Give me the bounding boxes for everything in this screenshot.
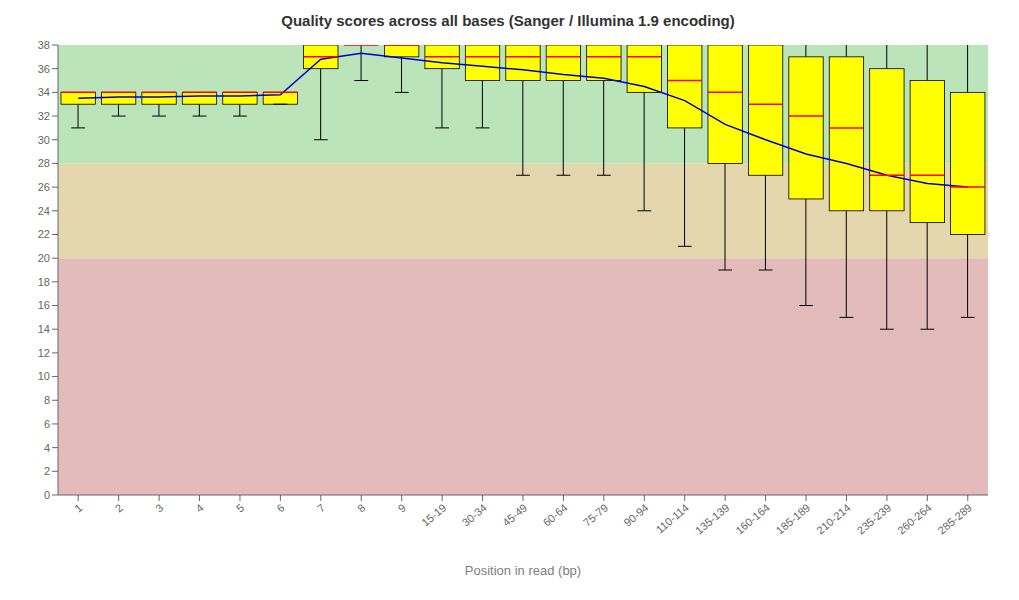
svg-text:160-164: 160-164 xyxy=(733,501,772,536)
svg-text:18: 18 xyxy=(38,276,50,288)
svg-text:28: 28 xyxy=(38,157,50,169)
svg-text:285-289: 285-289 xyxy=(935,501,974,536)
svg-text:12: 12 xyxy=(38,347,50,359)
svg-text:4: 4 xyxy=(193,501,205,514)
svg-text:75-79: 75-79 xyxy=(581,501,610,528)
svg-text:60-64: 60-64 xyxy=(540,501,569,528)
html-text:Quality scores across all base: Quality scores across all bases (Sanger … xyxy=(281,12,735,29)
svg-text:10: 10 xyxy=(38,370,50,382)
svg-text:235-239: 235-239 xyxy=(855,501,894,536)
svg-text:36: 36 xyxy=(38,63,50,75)
svg-text:210-214: 210-214 xyxy=(814,501,853,536)
svg-text:135-139: 135-139 xyxy=(693,501,732,536)
svg-text:20: 20 xyxy=(38,252,50,264)
svg-text:110-114: 110-114 xyxy=(654,501,691,535)
svg-text:Position in read (bp): Position in read (bp) xyxy=(465,563,581,578)
svg-text:34: 34 xyxy=(38,86,50,98)
svg-text:1: 1 xyxy=(72,501,84,514)
svg-text:38: 38 xyxy=(38,39,50,51)
svg-text:15-19: 15-19 xyxy=(419,501,448,528)
svg-text:26: 26 xyxy=(38,181,50,193)
svg-text:7: 7 xyxy=(315,501,327,514)
svg-text:45-49: 45-49 xyxy=(500,501,529,528)
svg-text:14: 14 xyxy=(38,323,50,335)
svg-text:5: 5 xyxy=(234,501,246,514)
svg-text:32: 32 xyxy=(38,110,50,122)
svg-text:90-94: 90-94 xyxy=(621,501,650,528)
svg-text:3: 3 xyxy=(153,501,165,514)
svg-text:2: 2 xyxy=(113,501,125,514)
svg-text:24: 24 xyxy=(38,205,50,217)
svg-text:0: 0 xyxy=(44,489,50,501)
svg-text:6: 6 xyxy=(44,418,50,430)
svg-text:6: 6 xyxy=(274,501,286,514)
svg-text:185-189: 185-189 xyxy=(774,501,813,536)
svg-text:8: 8 xyxy=(44,394,50,406)
svg-text:4: 4 xyxy=(44,442,50,454)
svg-text:22: 22 xyxy=(38,228,50,240)
svg-text:2: 2 xyxy=(44,465,50,477)
svg-text:8: 8 xyxy=(355,501,367,514)
svg-text:16: 16 xyxy=(38,299,50,311)
svg-text:9: 9 xyxy=(396,501,408,514)
svg-text:30-34: 30-34 xyxy=(460,501,489,528)
svg-text:30: 30 xyxy=(38,134,50,146)
svg-text:260-264: 260-264 xyxy=(895,501,934,536)
